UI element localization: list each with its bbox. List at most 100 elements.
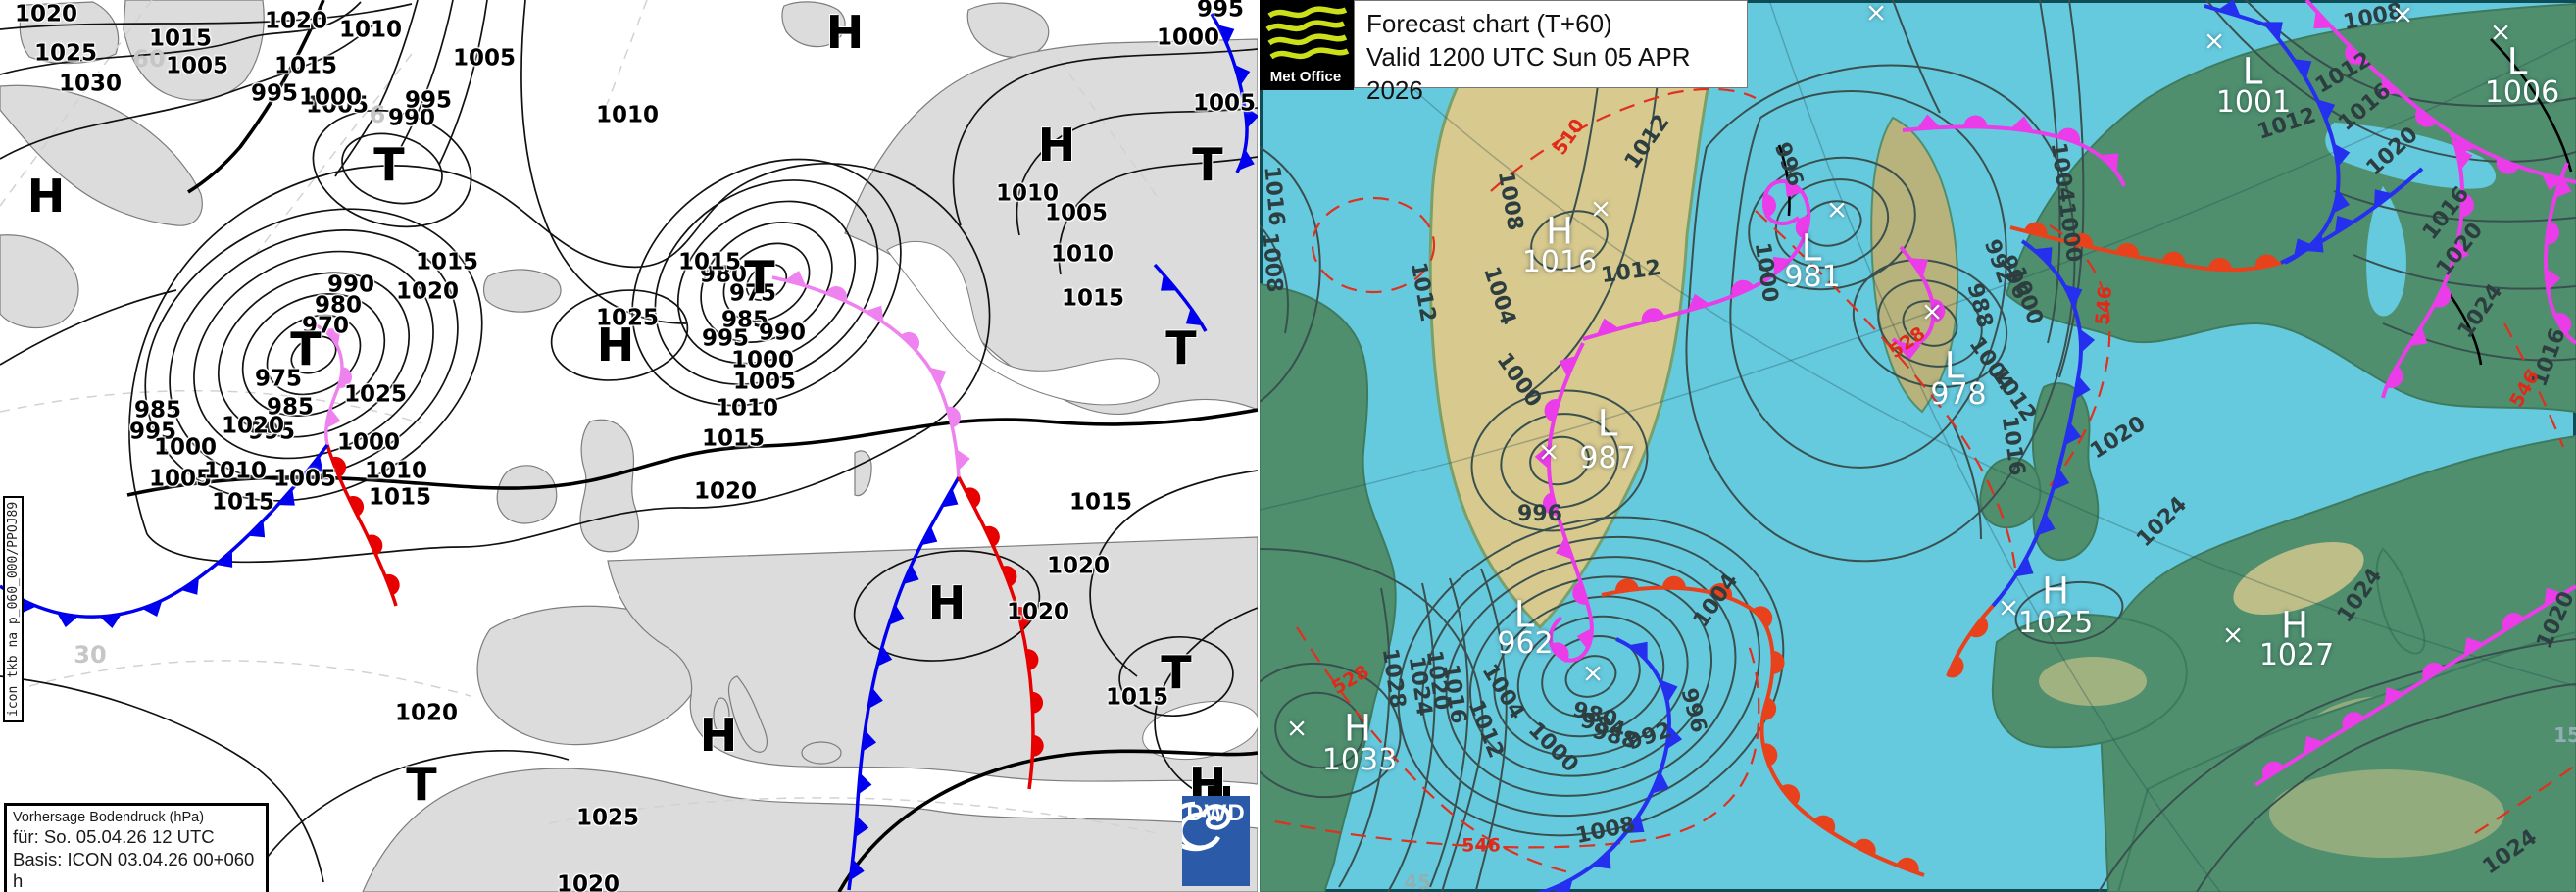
warm-front-pip: [2115, 243, 2140, 258]
cold-front-pip: [1629, 641, 1648, 661]
isobar-label: 1020: [693, 478, 758, 505]
cold-front-pip: [1625, 814, 1645, 834]
dwd-spiral-icon: [1182, 801, 1231, 852]
occ-front-pip: [1763, 193, 1777, 218]
pressure-center-letter: H: [1037, 119, 1076, 172]
cold-front-pip: [2080, 328, 2096, 353]
pressure-center-value: 1001: [2215, 85, 2292, 120]
occ-front-pip: [2502, 613, 2524, 631]
isobar-label: 1012: [1619, 110, 1675, 173]
occ-front-pip: [2345, 44, 2365, 65]
isobar-label: 1005: [732, 369, 797, 395]
isobar-label: 1005: [1192, 90, 1257, 117]
chart-title: Forecast chart (T+60): [1366, 9, 1612, 38]
occ-front-pip: [1932, 299, 1946, 323]
thickness-label: 546: [2505, 367, 2545, 412]
isobar-label: 1000: [1749, 240, 1783, 304]
isobar-label: 1004: [1478, 263, 1520, 328]
cold-front-pip: [1217, 25, 1235, 45]
warm-front-pip: [1968, 616, 1989, 638]
right-land: [1260, 0, 2576, 892]
dwd-logo-mark: [1223, 786, 1230, 796]
isobar-label: 1012: [1599, 255, 1662, 289]
thickness-label: 528: [1328, 661, 1373, 700]
isobar-label: 30: [74, 641, 107, 669]
isobar-label: 995: [701, 325, 750, 352]
dwd-legend-box: Vorhersage Bodendruck (hPa) für: So. 05.…: [4, 803, 269, 892]
pressure-center-cross: ×: [1581, 658, 1605, 689]
occ-front-pip: [2545, 268, 2561, 292]
pressure-center-value: 1016: [1521, 245, 1598, 279]
occ-front-pip: [1795, 216, 1810, 239]
right-graticule: [1260, 0, 2576, 892]
pressure-center-cross: ×: [2489, 17, 2512, 48]
isobar-label: 1030: [58, 71, 123, 97]
isobar-label: 1020: [556, 871, 620, 892]
warm-front-pip: [2023, 222, 2048, 237]
isobar-label: 1020: [1046, 553, 1111, 579]
warm-front-pip: [348, 495, 365, 517]
cold-front-pip: [867, 687, 883, 710]
isobar-label: 1015: [701, 425, 766, 452]
occ-front-pip: [1773, 256, 1792, 275]
pressure-center-letter: H: [2281, 604, 2308, 647]
cold-front-pip: [1234, 65, 1251, 86]
isobar-label: 988: [1961, 280, 1998, 331]
isobar-label: 980: [314, 292, 363, 319]
pressure-center-letter: T: [1192, 138, 1223, 191]
isobar-label: 1000: [1522, 718, 1583, 778]
isobar-label: 1024: [2332, 564, 2388, 627]
isobar-label: 6: [369, 101, 386, 128]
isobar-label: 1010: [338, 17, 403, 43]
pressure-center-value: 1025: [2017, 606, 2094, 640]
isobar-label: 995: [404, 87, 453, 114]
pressure-center-cross: ×: [1864, 0, 1888, 28]
occ-front-pip: [1572, 581, 1588, 605]
thickness-label: 546: [1461, 834, 1501, 857]
pressure-center-letter: L: [2242, 50, 2263, 93]
isobar-label: 996: [1768, 138, 1808, 190]
left-bold-isobars: [126, 0, 1258, 892]
pressure-center-letter: H: [1546, 210, 1573, 253]
isobar-label: 1005: [272, 466, 337, 492]
side-run-label: icon tkb na p_060_000/PPOJ89: [3, 495, 24, 722]
warm-front-pip: [331, 456, 347, 478]
pressure-center-cross: ×: [2203, 25, 2226, 57]
pressure-center-letter: T: [744, 251, 775, 304]
isobar-label: 990: [387, 105, 436, 131]
isobar-label: 975: [254, 366, 303, 392]
pressure-center-letter: T: [1161, 646, 1192, 699]
cold-front-pip: [57, 613, 78, 628]
pressure-center-letter: L: [1597, 402, 1618, 445]
isobar-label: 1015: [211, 489, 275, 516]
pressure-center-letter: H: [927, 576, 966, 629]
cold-front-pip: [1244, 106, 1258, 128]
isobar-label: 1025: [575, 805, 640, 831]
cold-front-pip: [2333, 143, 2351, 167]
occ-front-pip: [1596, 318, 1619, 335]
isobar-label: 985: [266, 394, 315, 421]
metoffice-logo: Met Office: [1260, 0, 1354, 90]
isobar-label: 990: [758, 320, 807, 346]
cold-front-pip: [306, 455, 323, 472]
cold-front-pip: [1660, 679, 1678, 703]
warm-front-pip: [1614, 578, 1639, 592]
warm-front-pip: [1661, 575, 1686, 589]
pressure-center-cross: ×: [1920, 296, 1944, 327]
occ-front-pip: [1641, 308, 1665, 323]
cold-front-pip: [1666, 725, 1683, 750]
cold-front-pip: [2074, 375, 2091, 400]
cold-front-pip: [2317, 99, 2336, 122]
cold-front-pip: [1592, 850, 1611, 869]
isobar-label: 992: [1624, 718, 1675, 756]
isobar-label: 1020: [221, 413, 285, 439]
occ-front-pip: [2496, 158, 2519, 174]
warm-front-pip: [2207, 258, 2232, 271]
isobar-label: 60: [132, 45, 166, 73]
pressure-center-value: 1006: [2484, 75, 2560, 110]
pressure-center-letter: H: [2042, 570, 2069, 613]
pressure-center-letter: T: [373, 138, 405, 191]
pressure-center-letter: H: [26, 170, 66, 223]
chart-valid-time: Valid 1200 UTC Sun 05 APR 2026: [1366, 42, 1691, 105]
